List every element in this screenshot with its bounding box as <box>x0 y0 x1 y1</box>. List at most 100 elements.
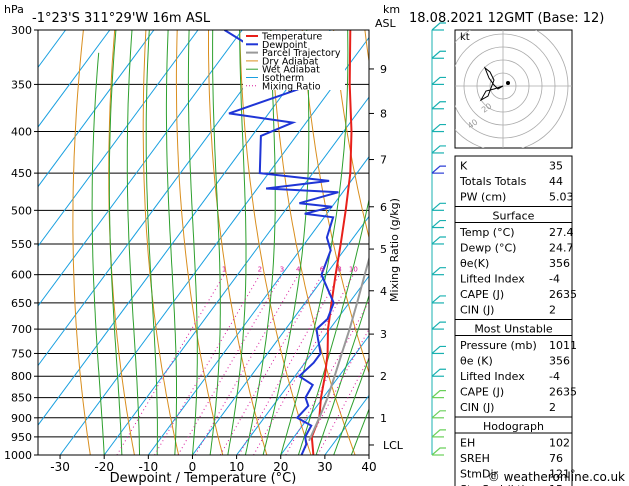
isotherm-line <box>59 36 369 455</box>
mixing-ratio-label: 10 <box>349 266 358 274</box>
pressure-label: 400 <box>11 126 32 139</box>
hodograph-unit: kt <box>460 32 470 43</box>
pressure-label: 900 <box>11 412 32 425</box>
temp-label: -10 <box>139 460 159 474</box>
mixing-ratio-label: 4 <box>296 266 301 274</box>
unit-asl: ASL <box>375 17 397 30</box>
isotherm-line <box>38 30 67 69</box>
temp-label: -30 <box>50 460 70 474</box>
isotherm-line <box>280 334 369 455</box>
km-label: 8 <box>380 107 387 120</box>
legend-label: Isotherm <box>262 73 304 84</box>
wind-barb <box>431 321 446 330</box>
wind-barb <box>431 202 446 211</box>
wind-barb <box>431 101 446 110</box>
height-axis: 9 8 7 6 5 4 3 2 1 LCL <box>369 63 404 452</box>
dry-adiabat-line <box>175 30 224 455</box>
stats-value: -4 <box>549 370 560 383</box>
stats-label: Temp (°C) <box>459 226 515 239</box>
pressure-label: 850 <box>11 392 32 405</box>
isotherms <box>38 30 369 455</box>
dry-adiabat-line <box>142 30 180 455</box>
temperature-axis: -30 -20 -10 0 10 20 30 40 <box>50 455 377 474</box>
wind-barb <box>431 345 446 354</box>
pressure-label: 750 <box>11 347 32 360</box>
stats-box <box>454 206 573 320</box>
hodograph-frame <box>454 29 573 149</box>
stats-label: CAPE (J) <box>460 288 504 301</box>
wind-barb <box>431 447 446 456</box>
stats-label: K <box>460 160 468 173</box>
wet-adiabat-line <box>297 197 369 455</box>
isotherm-line <box>38 30 243 307</box>
wind-barb <box>431 76 446 85</box>
stats-value: -4 <box>549 273 560 286</box>
pressure-label: 700 <box>11 323 32 336</box>
dry-adiabat-line <box>301 30 369 375</box>
wet-adiabat-line <box>350 407 369 455</box>
isotherm-line <box>38 30 199 248</box>
isotherm-line <box>38 30 331 426</box>
stats-label: SREH <box>460 452 490 465</box>
location-title: -1°23'S 311°29'W 16m ASL <box>32 11 211 26</box>
mixing-ratio-label: 1 <box>222 266 226 274</box>
mixing-ratio-lines <box>116 274 369 455</box>
storm-motion-marker <box>506 81 510 85</box>
mixing-ratio-line <box>219 274 323 455</box>
wind-barb <box>431 145 446 154</box>
km-label: 1 <box>380 412 387 425</box>
km-label: 4 <box>380 285 387 298</box>
stats-value: 76 <box>549 452 563 465</box>
series-temperature <box>310 30 353 455</box>
stats-label: Lifted Index <box>460 273 525 286</box>
series-dewpoint <box>223 30 339 455</box>
wet-adiabat-line <box>108 30 123 455</box>
mixing-ratio-labels: 1 2 3 4 6 8 10 16 20 25 <box>222 266 358 274</box>
stats-label: EH <box>460 437 475 450</box>
wind-barb <box>431 429 446 438</box>
stats-value: 27.4 <box>549 226 574 239</box>
km-label: 3 <box>380 328 387 341</box>
stats-value: 2635 <box>549 386 577 399</box>
wind-barb <box>431 123 446 133</box>
dry-adiabat-line <box>72 30 91 455</box>
temp-label: 10 <box>229 460 244 474</box>
km-label: 9 <box>380 63 387 76</box>
pressure-label: 300 <box>11 24 32 37</box>
wet-adiabat-line <box>315 293 369 455</box>
mixing-ratio-line <box>194 274 299 455</box>
pressure-label: 650 <box>11 297 32 310</box>
stats-box <box>454 416 573 486</box>
km-label: LCL <box>383 439 404 452</box>
wet-adiabat-line <box>209 30 221 455</box>
stats-value: 2 <box>549 304 556 317</box>
stats-label: Lifted Index <box>460 370 525 383</box>
wind-barbs <box>431 22 446 456</box>
stats-label: CIN (J) <box>460 401 494 414</box>
mixing-ratio-line <box>154 274 261 455</box>
wind-barb <box>431 410 446 419</box>
wet-adiabat-line <box>262 30 310 455</box>
stats-value: 1011 <box>549 339 577 352</box>
mixing-ratio-label: 2 <box>258 266 262 274</box>
hodograph-trace <box>479 66 504 102</box>
stats-title: Surface <box>493 210 535 223</box>
wind-barb <box>431 236 446 245</box>
dry-adiabat-line <box>270 30 356 455</box>
unit-km: km <box>383 3 400 16</box>
wind-barb <box>431 50 446 59</box>
wind-barb <box>431 368 446 377</box>
legend-bg <box>243 31 345 90</box>
stats-label: Totals Totals <box>459 175 527 188</box>
stats-value: 44 <box>549 175 563 188</box>
pressure-label: 350 <box>11 78 32 91</box>
datetime: 18.08.2021 12GMT (Base: 12) <box>409 11 604 26</box>
wind-barb <box>431 390 446 399</box>
stats-label: Dewp (°C) <box>460 242 516 255</box>
temp-label: -20 <box>94 460 114 474</box>
wind-barb <box>431 295 446 304</box>
y-axis-label-mixing: Mixing Ratio (g/kg) <box>388 198 401 302</box>
